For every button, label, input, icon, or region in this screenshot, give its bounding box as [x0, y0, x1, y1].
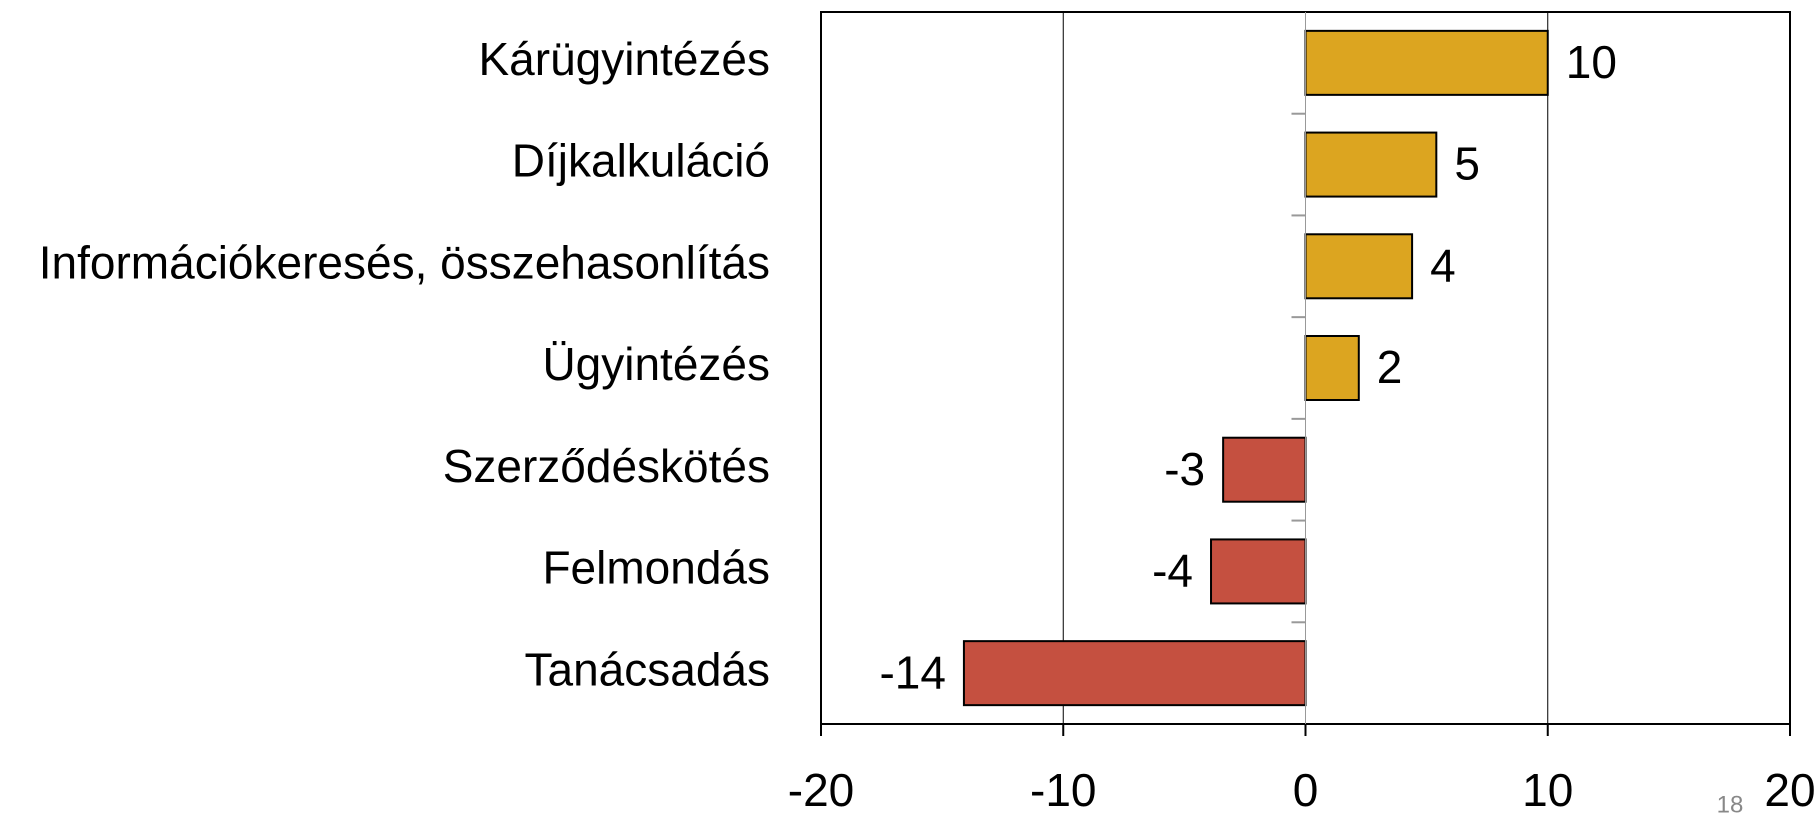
y-tick-label: Szerződéskötés — [443, 440, 770, 492]
y-tick-label: Felmondás — [542, 542, 770, 594]
bar — [1304, 335, 1360, 401]
value-label: 2 — [1377, 341, 1403, 393]
x-tick-label: 20 — [1764, 764, 1815, 816]
page-number: 18 — [1717, 791, 1744, 816]
bar — [962, 640, 1307, 707]
y-tick-label: Ügyintézés — [542, 338, 770, 390]
value-label: -3 — [1164, 443, 1205, 495]
y-tick-label: Kárügyintézés — [479, 33, 771, 85]
value-label: 10 — [1566, 36, 1617, 88]
bar — [1222, 436, 1307, 503]
bar — [1304, 131, 1438, 198]
y-tick-label: Információkeresés, összehasonlítás — [39, 236, 770, 288]
bar — [1304, 233, 1414, 300]
value-label: 5 — [1454, 138, 1480, 190]
x-tick-label: 10 — [1522, 764, 1573, 816]
bar — [1304, 29, 1549, 96]
bar — [1210, 538, 1307, 605]
value-label: -14 — [879, 646, 945, 698]
value-label: -4 — [1152, 545, 1193, 597]
value-label: 4 — [1430, 239, 1456, 291]
x-tick-label: -10 — [1030, 764, 1096, 816]
y-tick-label: Tanácsadás — [525, 643, 771, 695]
y-tick-label: Díjkalkuláció — [512, 135, 770, 187]
x-tick-label: 0 — [1293, 764, 1319, 816]
x-tick-label: -20 — [788, 764, 854, 816]
